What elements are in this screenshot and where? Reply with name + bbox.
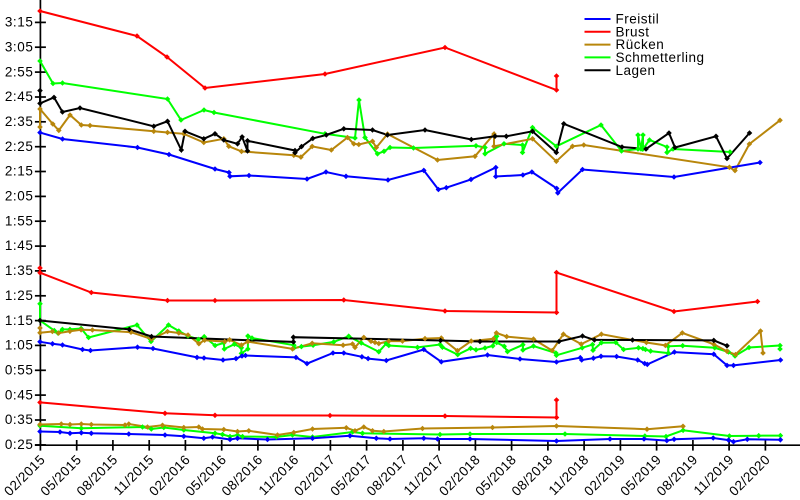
svg-text:Lagen: Lagen	[616, 63, 656, 78]
svg-text:1:15: 1:15	[5, 313, 34, 328]
svg-text:1:55: 1:55	[5, 213, 34, 228]
svg-text:2:35: 2:35	[5, 114, 34, 129]
svg-text:2:25: 2:25	[5, 139, 34, 154]
svg-text:2:55: 2:55	[5, 64, 34, 79]
svg-text:2:45: 2:45	[5, 89, 34, 104]
svg-text:Rücken: Rücken	[616, 37, 665, 52]
svg-text:1:35: 1:35	[5, 263, 34, 278]
svg-text:1:25: 1:25	[5, 288, 34, 303]
svg-text:0:35: 0:35	[5, 412, 34, 427]
svg-text:0:45: 0:45	[5, 387, 34, 402]
svg-text:Freistil: Freistil	[616, 12, 660, 27]
svg-text:1:05: 1:05	[5, 338, 34, 353]
svg-text:2:15: 2:15	[5, 164, 34, 179]
svg-text:1:45: 1:45	[5, 238, 34, 253]
svg-text:0:25: 0:25	[5, 437, 34, 452]
svg-text:0:55: 0:55	[5, 363, 34, 378]
svg-text:3:05: 3:05	[5, 40, 34, 55]
svg-text:Schmetterling: Schmetterling	[616, 50, 705, 65]
svg-text:Brust: Brust	[616, 24, 650, 39]
svg-text:2:05: 2:05	[5, 189, 34, 204]
svg-text:3:15: 3:15	[5, 15, 34, 30]
